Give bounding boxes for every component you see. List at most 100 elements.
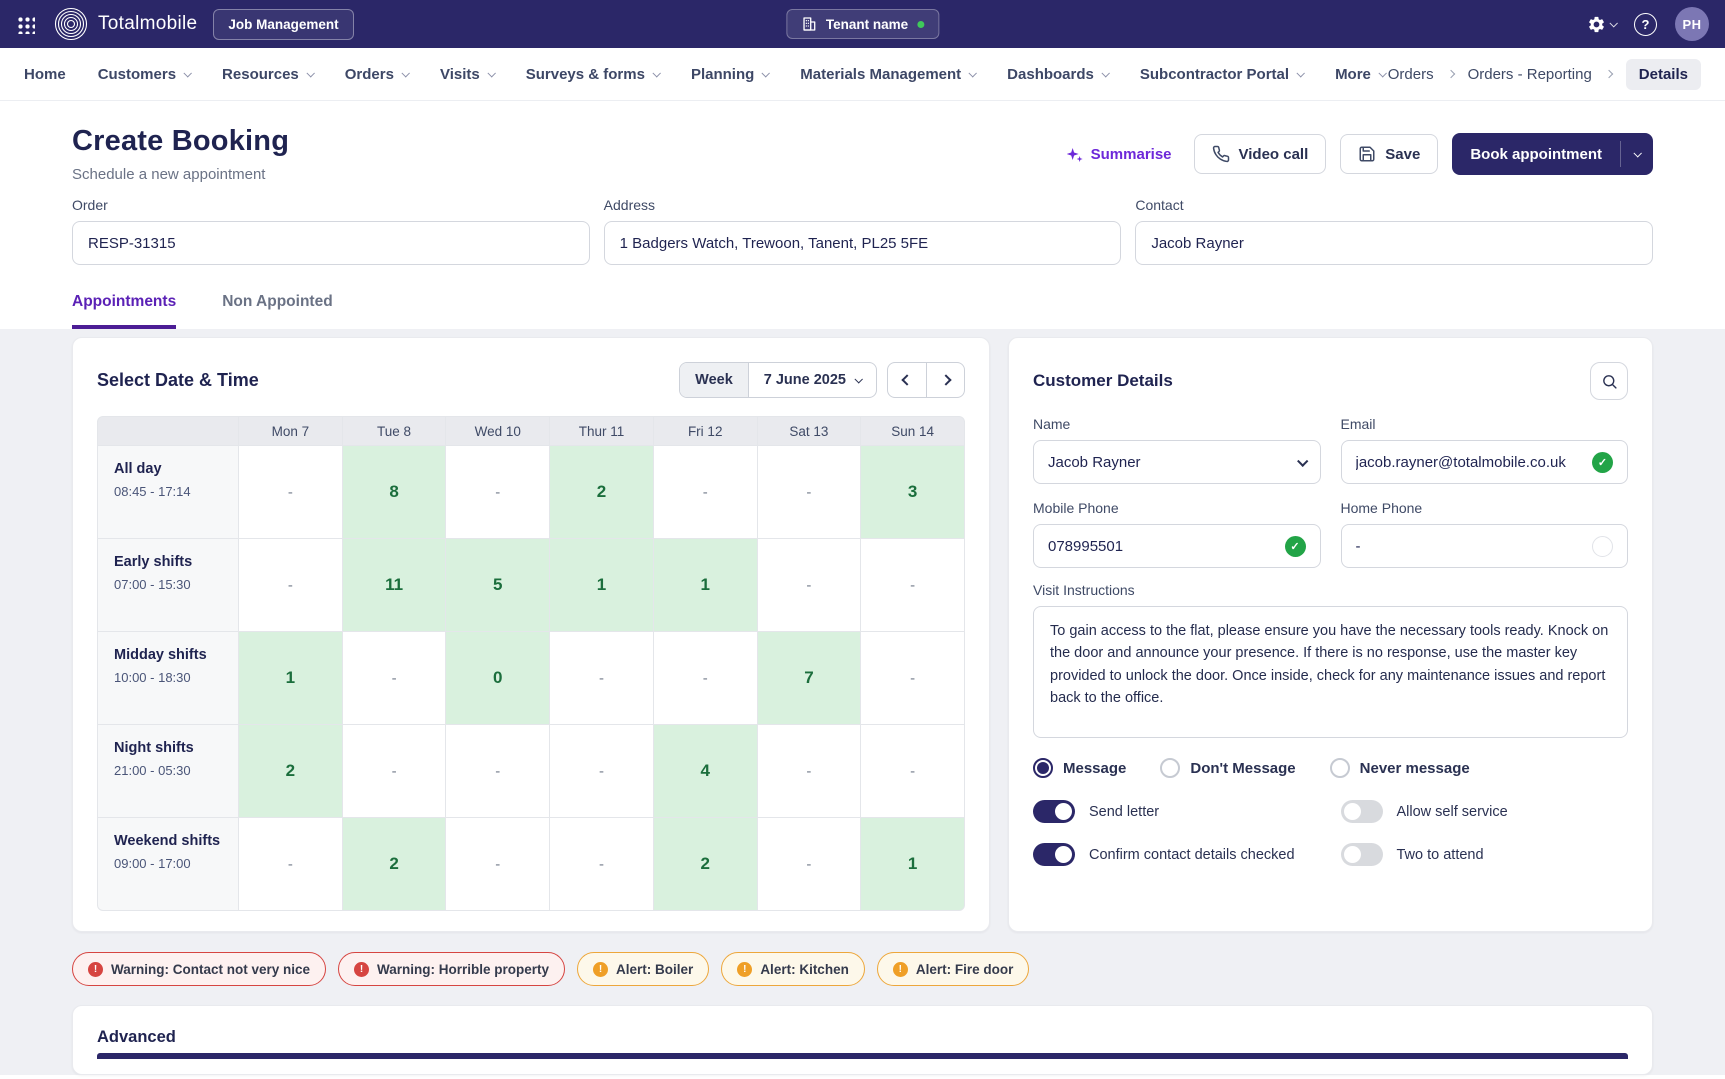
toggle-send-letter[interactable]: Send letter xyxy=(1033,800,1321,823)
availability-cell[interactable]: 3 xyxy=(861,446,964,538)
name-select[interactable]: Jacob Rayner xyxy=(1033,440,1321,484)
app-launcher-icon[interactable] xyxy=(16,14,35,34)
nav-item-more[interactable]: More xyxy=(1335,66,1387,83)
nav-item-materials-management[interactable]: Materials Management xyxy=(800,66,978,83)
availability-cell[interactable]: 2 xyxy=(342,818,446,910)
availability-cell[interactable]: - xyxy=(446,818,550,910)
availability-cell[interactable]: - xyxy=(757,446,861,538)
availability-cell[interactable]: - xyxy=(550,725,653,817)
tab-non-appointed[interactable]: Non Appointed xyxy=(222,293,333,310)
breadcrumb-orders-reporting[interactable]: Orders - Reporting xyxy=(1467,65,1592,83)
tenant-selector[interactable]: Tenant name xyxy=(785,9,940,39)
availability-cell[interactable]: - xyxy=(653,632,757,724)
nav-item-visits[interactable]: Visits xyxy=(440,66,496,83)
availability-cell[interactable]: - xyxy=(861,539,964,631)
unverified-circle-icon xyxy=(1592,535,1613,557)
help-icon[interactable]: ? xyxy=(1634,12,1657,36)
summarise-button[interactable]: Summarise xyxy=(1066,146,1172,163)
nav-item-surveys-forms[interactable]: Surveys & forms xyxy=(526,66,661,83)
alert-pill[interactable]: ! Alert: Boiler xyxy=(577,952,710,986)
availability-cell[interactable]: 4 xyxy=(653,725,757,817)
gear-icon xyxy=(1589,16,1604,32)
shift-row-label: Early shifts 07:00 - 15:30 xyxy=(98,539,238,631)
nav-item-planning[interactable]: Planning xyxy=(691,66,771,83)
user-avatar[interactable]: PH xyxy=(1675,7,1709,41)
warning-pill[interactable]: ! Warning: Contact not very nice xyxy=(72,952,327,986)
availability-cell[interactable]: - xyxy=(342,632,446,724)
order-field[interactable]: RESP-31315 xyxy=(72,221,590,265)
nav-item-subcontractor-portal[interactable]: Subcontractor Portal xyxy=(1140,66,1306,83)
availability-cell[interactable]: 7 xyxy=(757,632,861,724)
nav-item-orders[interactable]: Orders xyxy=(345,66,410,83)
availability-cell[interactable]: 1 xyxy=(239,632,342,724)
availability-cell[interactable]: 1 xyxy=(861,818,964,910)
view-mode-week[interactable]: Week xyxy=(680,363,749,397)
availability-cell[interactable]: 1 xyxy=(550,539,653,631)
availability-cell[interactable]: - xyxy=(239,446,342,538)
book-appointment-dropdown[interactable] xyxy=(1621,133,1653,175)
nav-item-home[interactable]: Home xyxy=(24,65,66,83)
availability-cell[interactable]: - xyxy=(239,539,342,631)
availability-cell[interactable]: - xyxy=(239,818,342,910)
nav-item-resources[interactable]: Resources xyxy=(222,66,315,83)
availability-cell[interactable]: - xyxy=(861,632,964,724)
day-header: Tue 8 xyxy=(342,417,446,445)
availability-cell[interactable]: - xyxy=(757,725,861,817)
video-call-button[interactable]: Video call xyxy=(1193,134,1327,174)
breadcrumb-orders[interactable]: Orders xyxy=(1387,65,1434,83)
settings-menu[interactable] xyxy=(1587,15,1618,34)
availability-cell[interactable]: - xyxy=(342,725,446,817)
nav-item-dashboards[interactable]: Dashboards xyxy=(1007,66,1110,83)
advanced-title: Advanced xyxy=(97,1028,176,1046)
tab-appointments[interactable]: Appointments xyxy=(72,293,177,329)
toggle-two-to-attend[interactable]: Two to attend xyxy=(1340,843,1629,866)
date-picker[interactable]: 7 June 2025 xyxy=(749,363,876,397)
availability-cell[interactable]: - xyxy=(861,725,964,817)
radio-never-message[interactable]: Never message xyxy=(1329,758,1470,778)
email-field[interactable]: jacob.rayner@totalmobile.co.uk ✓ xyxy=(1340,440,1628,484)
shift-row-label: Midday shifts 10:00 - 18:30 xyxy=(98,632,238,724)
availability-cell[interactable]: 8 xyxy=(342,446,446,538)
availability-cell[interactable]: - xyxy=(757,539,861,631)
alert-pill[interactable]: ! Alert: Kitchen xyxy=(721,952,865,986)
app-badge-job-management[interactable]: Job Management xyxy=(213,8,354,40)
book-appointment-button[interactable]: Book appointment xyxy=(1452,133,1653,175)
availability-cell[interactable]: - xyxy=(550,632,653,724)
toggle-confirm-contact-details[interactable]: Confirm contact details checked xyxy=(1033,843,1321,866)
phone-icon xyxy=(1212,145,1229,163)
availability-cell[interactable]: - xyxy=(446,446,550,538)
totalmobile-logo-icon xyxy=(54,7,88,41)
customer-search-button[interactable] xyxy=(1590,362,1628,400)
contact-field[interactable]: Jacob Rayner xyxy=(1135,221,1654,265)
radio-dont-message[interactable]: Don't Message xyxy=(1160,758,1296,778)
availability-cell[interactable]: 2 xyxy=(239,725,342,817)
advanced-panel[interactable]: Advanced xyxy=(72,1005,1653,1075)
availability-cell[interactable]: - xyxy=(757,818,861,910)
alert-pill[interactable]: ! Alert: Fire door xyxy=(876,952,1030,986)
availability-cell[interactable]: 0 xyxy=(446,632,550,724)
mobile-phone-field[interactable]: 078995501 ✓ xyxy=(1033,524,1321,568)
chevron-right-icon xyxy=(1604,69,1614,79)
availability-cell[interactable]: - xyxy=(653,446,757,538)
availability-cell[interactable]: - xyxy=(446,725,550,817)
availability-cell[interactable]: 5 xyxy=(446,539,550,631)
toggle-allow-self-service[interactable]: Allow self service xyxy=(1340,800,1629,823)
availability-cell[interactable]: 1 xyxy=(653,539,757,631)
previous-week-button[interactable] xyxy=(888,363,926,397)
warning-pill[interactable]: ! Warning: Horrible property xyxy=(338,952,566,986)
availability-cell[interactable]: 2 xyxy=(653,818,757,910)
nav-item-customers[interactable]: Customers xyxy=(98,66,192,83)
availability-cell[interactable]: 2 xyxy=(550,446,653,538)
brand-logo[interactable]: Totalmobile xyxy=(53,6,197,42)
availability-cell[interactable]: - xyxy=(550,818,653,910)
next-week-button[interactable] xyxy=(926,363,964,397)
home-phone-field[interactable]: - xyxy=(1340,524,1628,568)
breadcrumb: Orders Orders - Reporting Details xyxy=(1387,58,1701,90)
availability-cell[interactable]: 11 xyxy=(342,539,446,631)
save-button[interactable]: Save xyxy=(1340,134,1439,174)
grid-corner xyxy=(98,417,238,445)
visit-instructions-textarea[interactable]: To gain access to the flat, please ensur… xyxy=(1033,606,1628,738)
address-field[interactable]: 1 Badgers Watch, Trewoon, Tanent, PL25 5… xyxy=(603,221,1122,265)
radio-message[interactable]: Message xyxy=(1033,758,1126,778)
toggle-switch-icon xyxy=(1340,800,1383,823)
